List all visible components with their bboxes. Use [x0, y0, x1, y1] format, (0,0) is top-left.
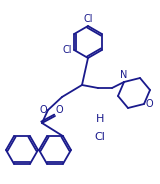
Text: Cl: Cl [95, 132, 105, 142]
Text: N: N [120, 70, 128, 80]
Text: H: H [96, 114, 104, 124]
Text: Cl: Cl [83, 14, 93, 24]
Text: O: O [146, 99, 154, 109]
Text: O: O [39, 105, 47, 115]
Text: Cl: Cl [63, 45, 72, 55]
Text: O: O [56, 105, 64, 115]
